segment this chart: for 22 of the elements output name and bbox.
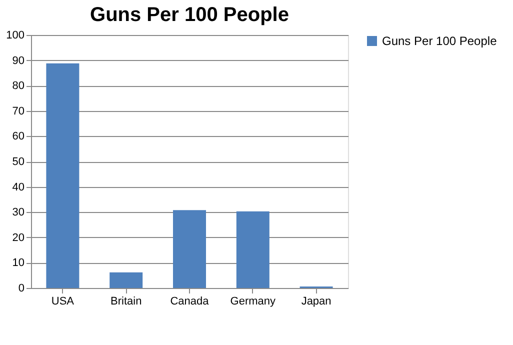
x-tick-label: Britain: [110, 296, 142, 308]
bar: [236, 211, 270, 288]
y-tick-label: 80: [12, 80, 24, 92]
y-tick-label: 60: [12, 130, 24, 143]
y-tick-label: 0: [18, 282, 24, 294]
y-tick-label: 90: [12, 54, 24, 67]
y-tick-label: 70: [12, 105, 24, 118]
y-tick-label: 100: [6, 30, 24, 42]
y-tick-label: 40: [12, 181, 24, 194]
x-tick-label: Canada: [170, 296, 210, 308]
bar: [110, 272, 143, 288]
x-tick-label: Germany: [230, 296, 276, 308]
x-tick-label: Japan: [301, 296, 332, 308]
y-tick-label: 20: [12, 232, 24, 244]
y-tick-label: 10: [12, 257, 24, 270]
y-tick-label: 50: [12, 156, 24, 168]
legend-label: Guns Per 100 People: [382, 34, 498, 48]
chart-title: Guns Per 100 People: [90, 4, 289, 26]
bar: [46, 63, 80, 288]
x-tick-label: USA: [51, 296, 75, 308]
bar: [173, 210, 206, 288]
y-tick-label: 30: [12, 206, 24, 219]
